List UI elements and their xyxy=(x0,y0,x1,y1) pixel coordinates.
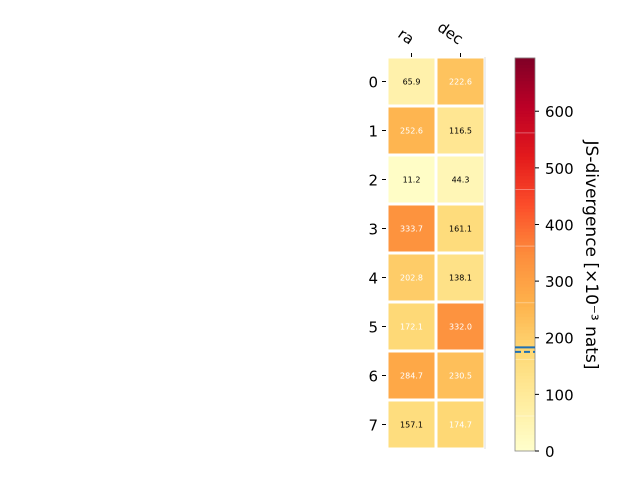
heatmap-cell xyxy=(437,303,484,350)
heatmap-cell xyxy=(388,254,435,301)
row-axis: 0 1 2 3 4 5 6 7 xyxy=(368,74,386,435)
cell-value-label: 65.9 xyxy=(403,78,421,87)
cell-value-label: 116.5 xyxy=(449,127,472,136)
column-axis: ra dec xyxy=(395,18,467,57)
heatmap-cell xyxy=(388,205,435,252)
cell-value-label: 11.2 xyxy=(403,176,421,185)
colorbar-tick-label: 400 xyxy=(545,216,574,234)
cell-value-label: 230.5 xyxy=(449,372,472,381)
colorbar-tick-label: 300 xyxy=(545,273,574,291)
row-tick-label: 0 xyxy=(368,74,378,92)
heatmap-cell xyxy=(437,156,484,203)
cell-value-label: 202.8 xyxy=(400,274,423,283)
row-tick-label: 6 xyxy=(368,368,378,386)
colorbar-tick-label: 200 xyxy=(545,330,574,348)
heatmap-cells xyxy=(388,57,486,449)
colorbar-tick-label: 0 xyxy=(545,443,555,461)
heatmap-cell xyxy=(388,303,435,350)
heatmap-cell xyxy=(388,156,435,203)
heatmap-cell xyxy=(388,352,435,399)
heatmap-cell xyxy=(437,401,484,448)
heatmap-cell-labels: 65.9 222.6 252.6 116.5 11.2 44.3 333.7 161.1 202… xyxy=(400,78,472,430)
column-tick-label: dec xyxy=(434,18,466,48)
heatmap-cell xyxy=(388,107,435,154)
cell-value-label: 252.6 xyxy=(400,127,423,136)
row-tick-label: 1 xyxy=(368,123,378,141)
cell-value-label: 333.7 xyxy=(400,225,423,234)
cell-value-label: 157.1 xyxy=(400,421,423,430)
heatmap-cell xyxy=(437,254,484,301)
cell-value-label: 44.3 xyxy=(452,176,470,185)
cell-value-label: 138.1 xyxy=(449,274,472,283)
row-tick-label: 4 xyxy=(368,270,378,288)
cell-value-label: 172.1 xyxy=(400,323,423,332)
colorbar-tick-label: 600 xyxy=(545,103,574,121)
colorbar: 0 100 200 300 400 500 600 xyxy=(514,57,574,461)
column-tick-label: ra xyxy=(395,25,418,49)
heatmap-cell xyxy=(437,107,484,154)
cell-value-label: 161.1 xyxy=(449,225,472,234)
cell-value-label: 332.0 xyxy=(449,323,472,332)
row-tick-label: 3 xyxy=(368,221,378,239)
row-tick-label: 7 xyxy=(368,417,378,435)
heatmap-cell xyxy=(388,401,435,448)
cell-value-label: 222.6 xyxy=(449,78,472,87)
heatmap-cell xyxy=(437,205,484,252)
colorbar-tick-label: 100 xyxy=(545,386,574,404)
cell-value-label: 174.7 xyxy=(449,421,472,430)
colorbar-label: JS-divergence [×10⁻³ nats] xyxy=(581,140,601,370)
heatmap-cell xyxy=(437,352,484,399)
heatmap-cell xyxy=(437,58,484,105)
row-tick-label: 5 xyxy=(368,319,378,337)
colorbar-tick-label: 500 xyxy=(545,160,574,178)
cell-value-label: 284.7 xyxy=(400,372,423,381)
row-tick-label: 2 xyxy=(368,172,378,190)
heatmap-cell xyxy=(388,58,435,105)
